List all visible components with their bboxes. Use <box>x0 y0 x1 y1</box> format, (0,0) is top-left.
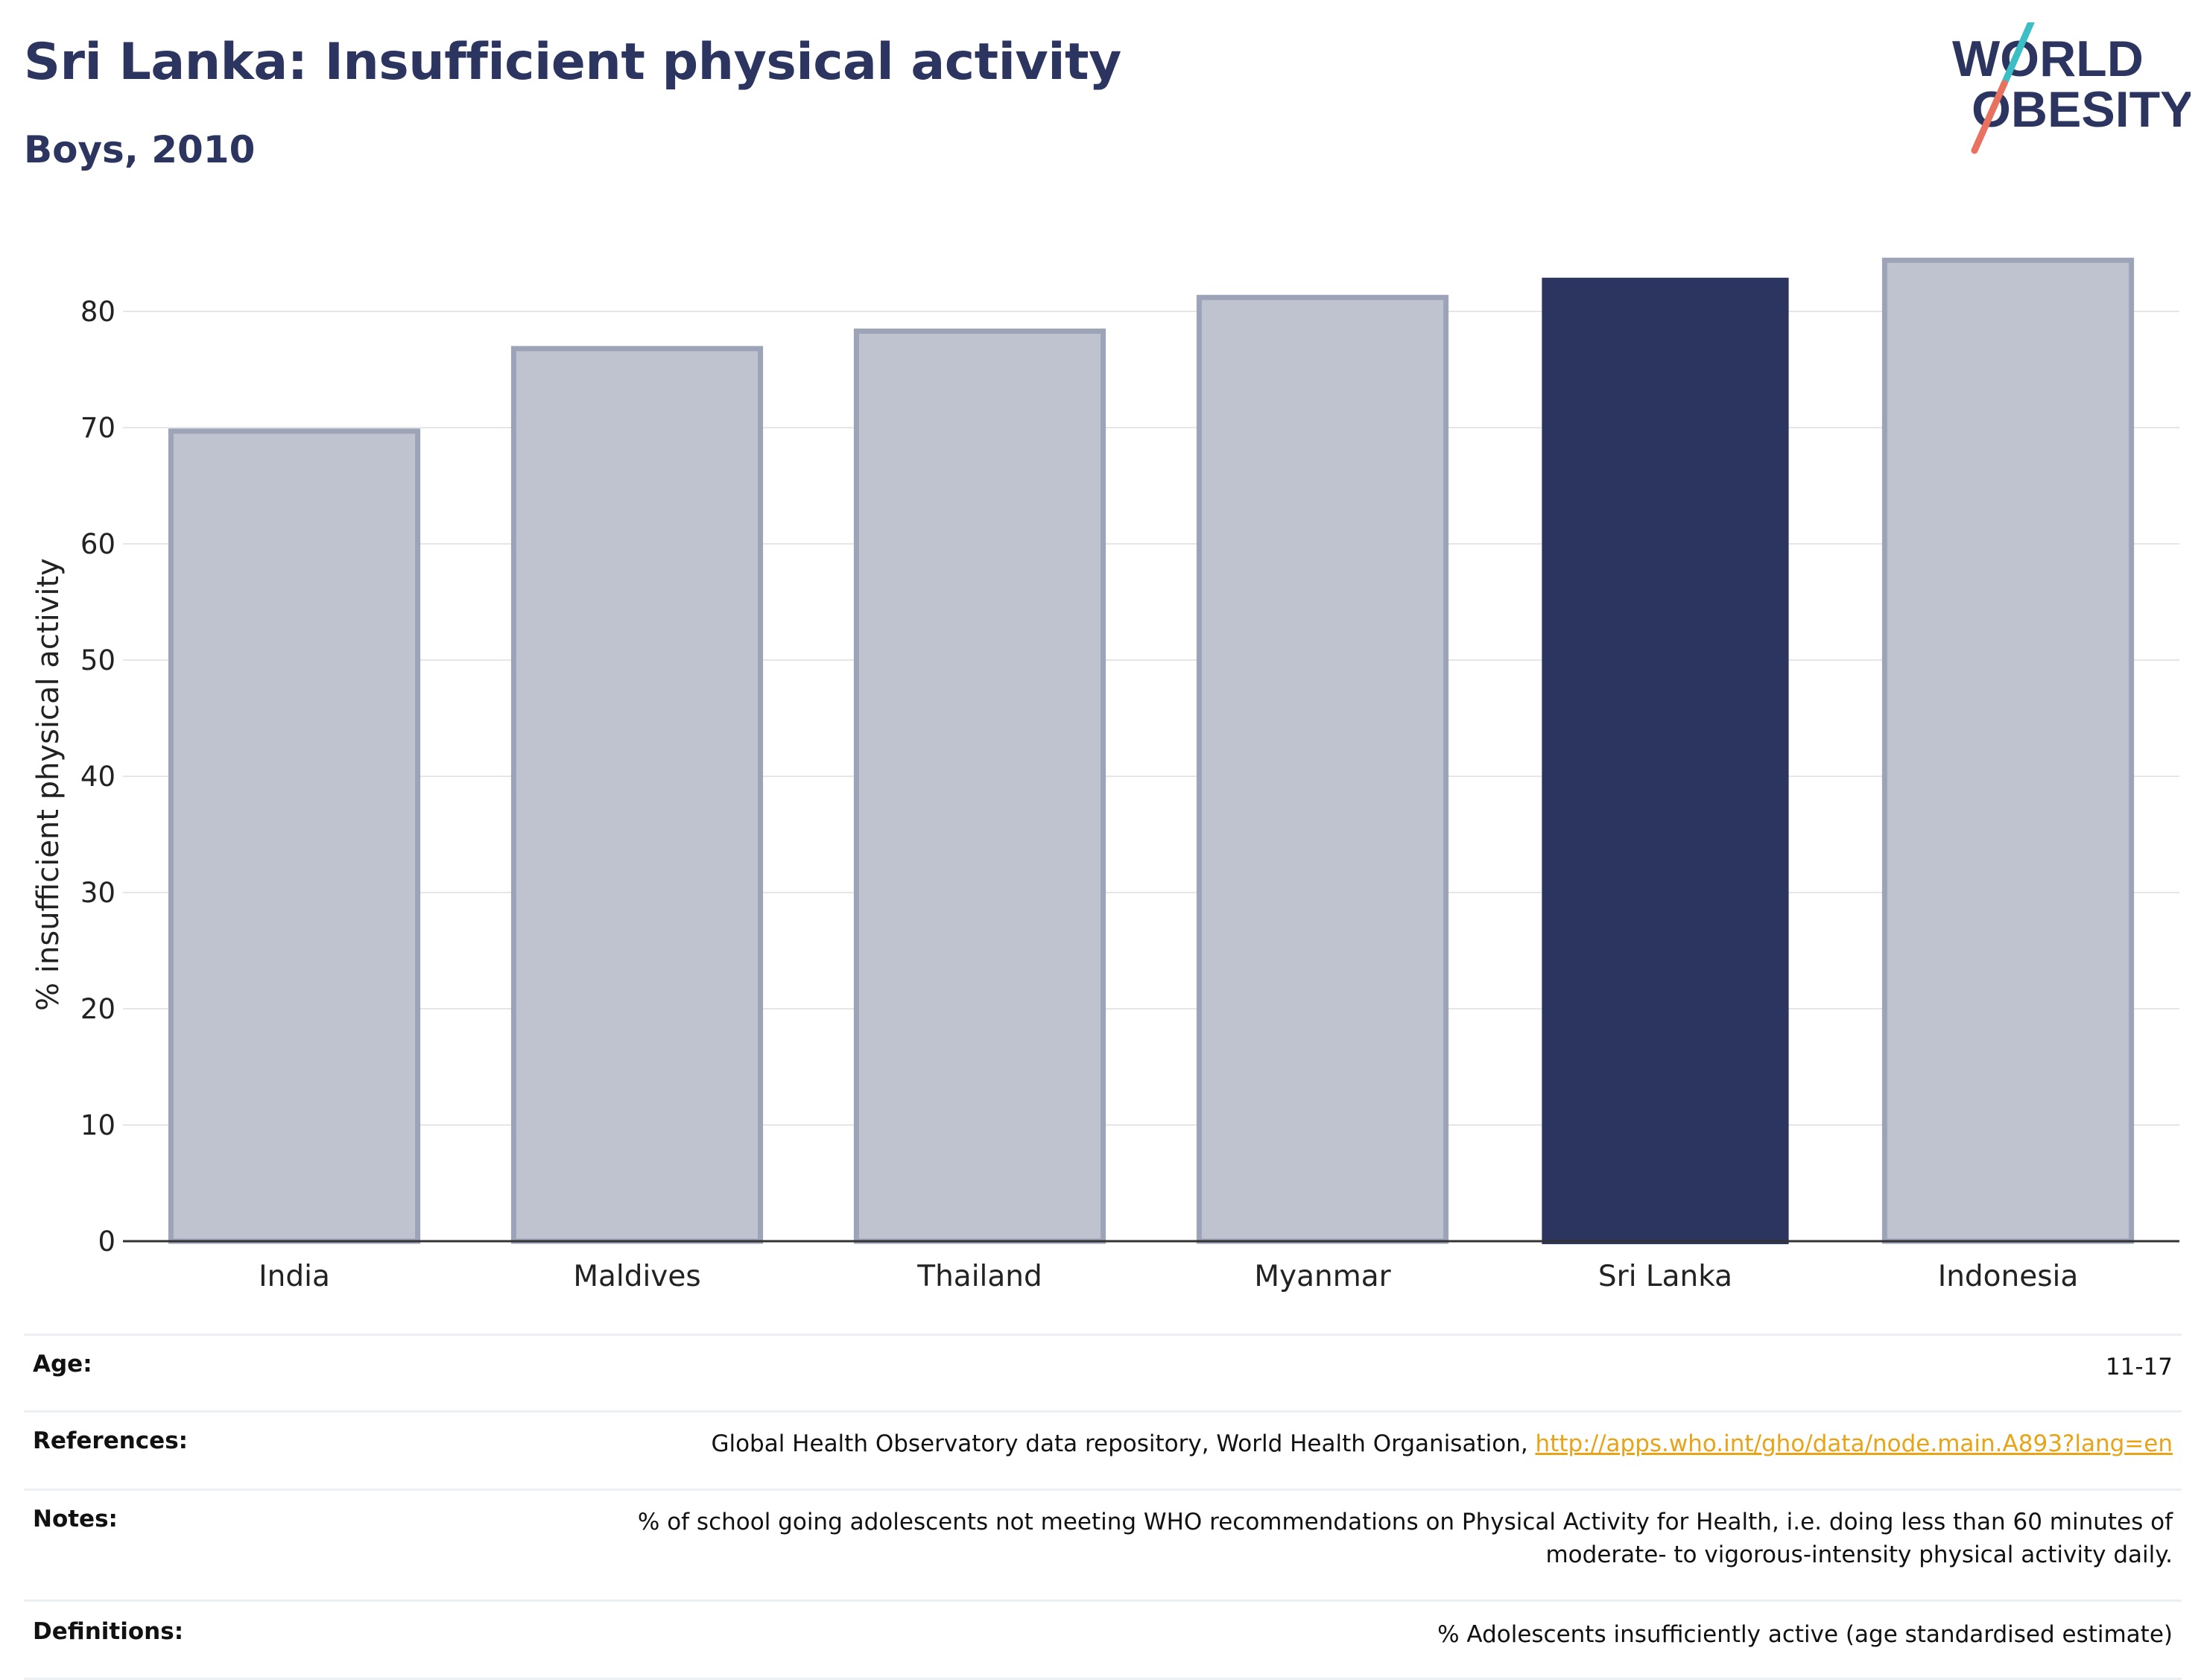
bar-indonesia <box>1881 257 2135 1244</box>
metadata-table: Age: 11-17 References: Global Health Obs… <box>24 1334 2182 1680</box>
meta-age-value: 11-17 <box>2105 1354 2173 1381</box>
x-tick-label: Thailand <box>916 1260 1042 1293</box>
y-tick-label: 20 <box>80 993 115 1025</box>
y-tick-label: 40 <box>80 761 115 793</box>
bar-india <box>168 428 421 1244</box>
y-tick-label: 50 <box>80 644 115 676</box>
meta-references-label: References: <box>33 1427 189 1454</box>
y-axis-label: % insufficient physical activity <box>31 558 66 1011</box>
meta-notes-line2: moderate- to vigorous-intensity physical… <box>1545 1541 2173 1568</box>
meta-notes-label: Notes: <box>33 1506 118 1532</box>
x-tick-label: Indonesia <box>1938 1260 2079 1293</box>
grid-lines <box>123 311 2179 1126</box>
x-axis-labels: India Maldives Thailand Myanmar Sri Lanka Ind… <box>259 1260 2078 1293</box>
y-tick-label: 70 <box>80 412 115 444</box>
meta-row-notes: Notes: % of school going adolescents not… <box>24 1489 2182 1601</box>
bar-chart: 0 10 20 30 40 50 60 70 80 India Maldives Thailand M… <box>31 257 2179 1293</box>
y-tick-label: 30 <box>80 877 115 909</box>
x-tick-label: Myanmar <box>1254 1260 1391 1293</box>
logo-slash-bottom <box>1971 80 2008 154</box>
bar-maldives <box>510 346 764 1244</box>
logo-text-obesity: OBESITY <box>1972 81 2191 138</box>
meta-references-value: Global Health Observatory data repositor… <box>340 1412 2182 1490</box>
bar-myanmar <box>1196 294 1449 1244</box>
chart-subtitle: Boys, 2010 <box>24 128 256 171</box>
meta-notes-value: % of school going adolescents not meetin… <box>340 1490 2182 1601</box>
x-tick-label: India <box>259 1260 330 1293</box>
bar-sri-lanka <box>1542 277 1789 1244</box>
x-tick-label: Sri Lanka <box>1598 1260 1732 1293</box>
y-tick-label: 80 <box>80 296 115 328</box>
world-obesity-logo: WORLD OBESITY <box>1952 22 2191 154</box>
meta-row-age: Age: 11-17 <box>24 1334 2182 1412</box>
meta-row-definitions: Definitions: % Adolescents insufficientl… <box>24 1600 2182 1679</box>
bar-thailand <box>853 329 1106 1244</box>
meta-age-label: Age: <box>33 1351 92 1378</box>
y-tick-label: 10 <box>80 1109 115 1141</box>
y-tick-label: 60 <box>80 528 115 560</box>
x-tick-label: Maldives <box>573 1260 700 1293</box>
references-link[interactable]: http://apps.who.int/gho/data/node.main.A… <box>1535 1430 2173 1457</box>
meta-definitions-label: Definitions: <box>33 1618 184 1645</box>
chart-title: Sri Lanka: Insufficient physical activit… <box>24 33 1121 92</box>
y-axis-ticks: 0 10 20 30 40 50 60 70 80 <box>80 296 115 1258</box>
y-tick-label: 0 <box>98 1226 115 1258</box>
meta-notes-line1: % of school going adolescents not meetin… <box>637 1509 2173 1535</box>
meta-definitions-value: % Adolescents insufficiently active (age… <box>1437 1621 2173 1648</box>
meta-references-text: Global Health Observatory data repositor… <box>711 1430 1528 1457</box>
meta-row-references: References: Global Health Observatory da… <box>24 1411 2182 1490</box>
bars <box>168 257 2135 1244</box>
logo-text-world: WORLD <box>1952 31 2144 87</box>
logo-slash-top <box>2001 22 2035 87</box>
